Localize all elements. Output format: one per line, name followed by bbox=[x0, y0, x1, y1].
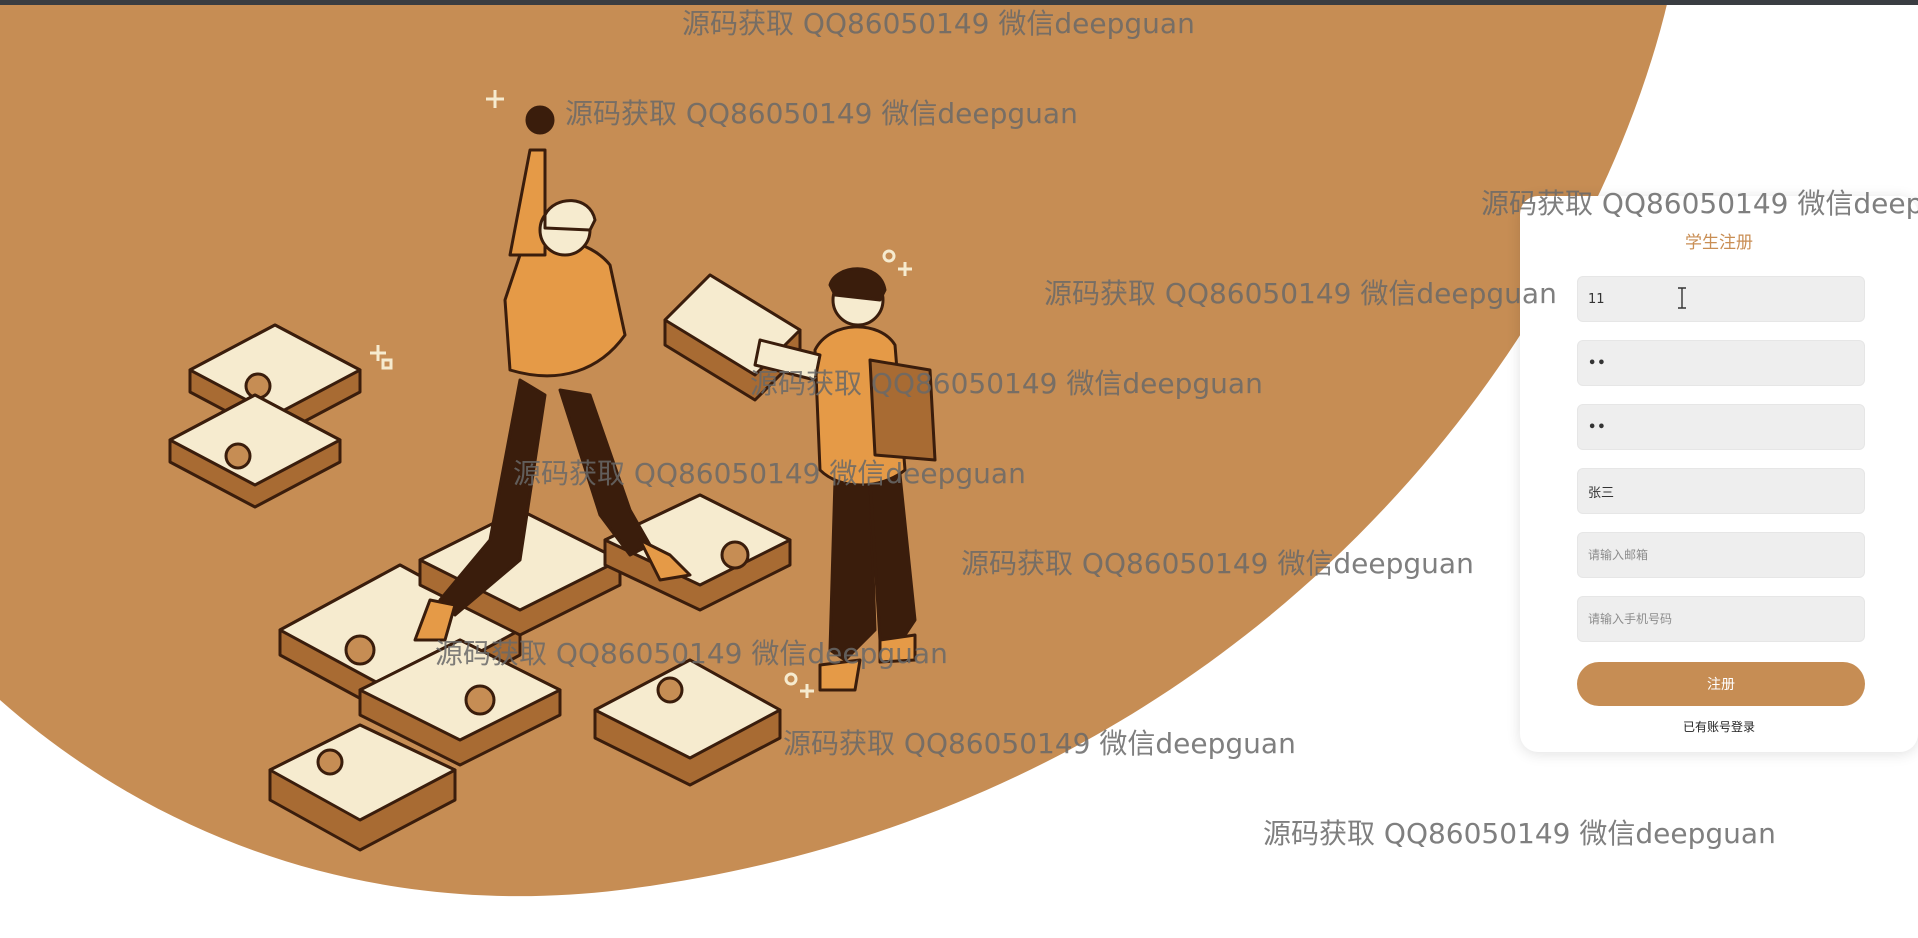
username-input[interactable] bbox=[1577, 276, 1865, 322]
password-input[interactable] bbox=[1577, 340, 1865, 386]
phone-input[interactable] bbox=[1577, 596, 1865, 642]
register-button[interactable]: 注册 bbox=[1577, 662, 1865, 706]
real-name-input[interactable] bbox=[1577, 468, 1865, 514]
register-card: 学生注册 注册 已有账号登录 bbox=[1520, 196, 1918, 752]
register-title: 学生注册 bbox=[1685, 233, 1753, 253]
text-cursor-icon bbox=[1678, 287, 1686, 309]
login-link[interactable]: 已有账号登录 bbox=[1682, 720, 1755, 734]
email-input[interactable] bbox=[1577, 532, 1865, 578]
browser-top-bar bbox=[0, 0, 1918, 5]
confirm-password-input[interactable] bbox=[1577, 404, 1865, 450]
